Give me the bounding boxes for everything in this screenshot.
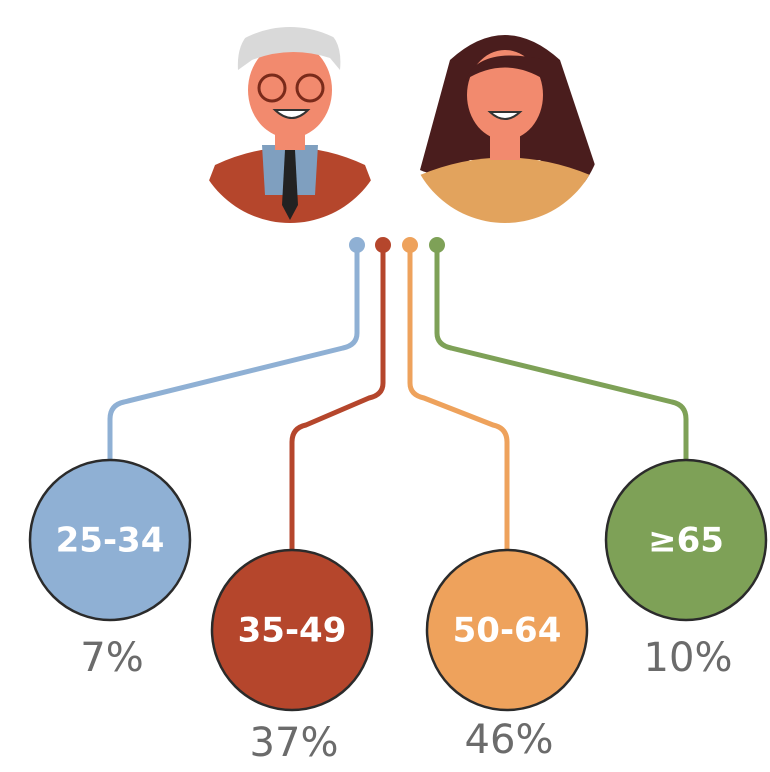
share-label: 7% — [80, 635, 143, 681]
share-label: 37% — [250, 720, 339, 766]
connector-line — [407, 245, 510, 550]
age-label: 50-64 — [453, 611, 562, 651]
age-circle — [210, 548, 374, 712]
age-circle — [28, 458, 192, 622]
age-label: 35-49 — [238, 611, 347, 651]
woman-illustration — [407, 35, 603, 223]
age-circle — [604, 458, 768, 622]
share-label: 10% — [644, 635, 733, 681]
share-label: 46% — [465, 717, 554, 763]
connector-line — [107, 245, 360, 460]
connector-line — [434, 245, 689, 460]
age-circle — [425, 548, 589, 712]
age-label: ≥65 — [648, 521, 724, 561]
man-illustration — [192, 27, 388, 223]
age-label: 25-34 — [56, 521, 165, 561]
connector-dot — [375, 237, 391, 253]
connector-line — [289, 245, 386, 550]
age-groups: 25-34 7% 35-49 37% 50-64 46% ≥65 10% — [28, 458, 768, 766]
connector-dot — [402, 237, 418, 253]
connector-dot — [349, 237, 365, 253]
connector-dot — [429, 237, 445, 253]
connectors — [107, 237, 689, 550]
